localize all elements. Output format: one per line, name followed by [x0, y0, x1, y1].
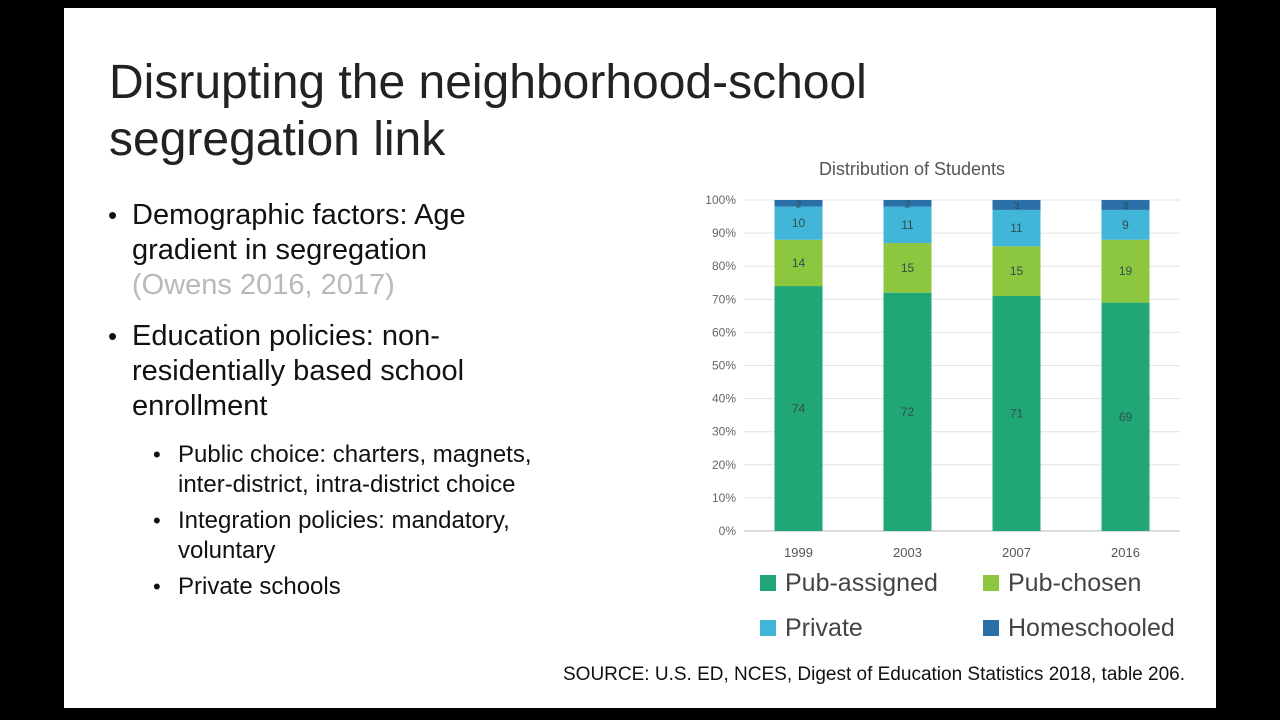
data-label: 10 — [792, 216, 806, 230]
bar-segment — [883, 292, 932, 531]
legend-label: Homeschooled — [1008, 614, 1175, 642]
data-label: 2 — [905, 199, 911, 210]
data-label: 3 — [1123, 201, 1129, 212]
bullet-item: Demographic factors: Age gradient in seg… — [106, 198, 566, 303]
bar-segment — [992, 295, 1041, 531]
legend-swatch — [760, 575, 776, 591]
bar-segment — [992, 209, 1041, 247]
sub-bullet-item: Private schools — [153, 572, 566, 602]
bullet-text: Demographic factors: Age gradient in seg… — [132, 199, 466, 266]
x-tick-label: 1999 — [784, 545, 813, 560]
x-tick-label: 2016 — [1111, 545, 1140, 560]
citation: (Owens 2016, 2017) — [132, 269, 395, 301]
data-label: 72 — [901, 405, 915, 419]
data-label: 74 — [792, 402, 806, 416]
bar-segment — [774, 286, 823, 531]
data-label: 2 — [796, 199, 802, 210]
y-tick-label: 30% — [712, 425, 736, 439]
legend-swatch — [983, 575, 999, 591]
legend-swatch — [760, 620, 776, 636]
data-label: 15 — [1010, 264, 1024, 278]
bar-segment — [883, 206, 932, 244]
data-label: 11 — [901, 218, 914, 232]
data-label: 71 — [1010, 406, 1024, 420]
bar-segment — [774, 206, 823, 240]
legend-swatch — [983, 620, 999, 636]
source-note: SOURCE: U.S. ED, NCES, Digest of Educati… — [563, 664, 1185, 685]
bullet-list: Demographic factors: Age gradient in seg… — [106, 198, 566, 608]
x-tick-label: 2003 — [893, 545, 922, 560]
slide-title: Disrupting the neighborhood-school segre… — [109, 56, 867, 166]
legend-label: Private — [785, 614, 863, 642]
bullet-text: Education policies: non-residentially ba… — [132, 320, 465, 422]
data-label: 19 — [1119, 264, 1133, 278]
bar-segment — [992, 200, 1041, 210]
y-tick-label: 40% — [712, 392, 736, 406]
y-tick-label: 20% — [712, 458, 736, 472]
y-tick-label: 10% — [712, 491, 736, 505]
y-tick-label: 80% — [712, 259, 736, 273]
bullet-item: Education policies: non-residentially ba… — [106, 319, 566, 424]
data-label: 15 — [901, 261, 915, 275]
sub-bullet-item: Public choice: charters, magnets, inter-… — [153, 440, 566, 500]
chart-svg: Distribution of Students 0% 10% 20% 30% 40% 50… — [705, 159, 1180, 642]
y-tick-label: 50% — [712, 359, 736, 373]
bar-segment — [1101, 302, 1150, 531]
slide: Disrupting the neighborhood-school segre… — [64, 8, 1216, 708]
data-label: 69 — [1119, 410, 1133, 424]
data-label: 14 — [792, 256, 806, 270]
bar-segment — [883, 200, 932, 207]
bar-segment — [774, 200, 823, 207]
legend-label: Pub-assigned — [785, 569, 938, 597]
sub-bullet-item: Integration policies: mandatory, volunta… — [153, 506, 566, 566]
bar-segment — [883, 243, 932, 293]
legend-label: Pub-chosen — [1008, 569, 1141, 597]
y-tick-label: 70% — [712, 292, 736, 306]
stacked-bar-chart: Distribution of Students 0% 10% 20% 30% 40% 50… — [624, 146, 1216, 686]
y-tick-label: 0% — [719, 524, 737, 538]
bar-segment — [1101, 200, 1150, 210]
y-tick-label: 100% — [705, 193, 736, 207]
bar-segment — [1101, 209, 1150, 240]
data-label: 11 — [1010, 221, 1023, 235]
x-tick-label: 2007 — [1002, 545, 1031, 560]
y-tick-label: 90% — [712, 226, 736, 240]
bar-segment — [1101, 239, 1150, 303]
y-tick-label: 60% — [712, 325, 736, 339]
bar-segment — [774, 239, 823, 287]
data-label: 3 — [1014, 201, 1020, 212]
bar-segment — [992, 246, 1041, 296]
chart-title: Distribution of Students — [819, 159, 1005, 179]
data-label: 9 — [1122, 218, 1129, 232]
